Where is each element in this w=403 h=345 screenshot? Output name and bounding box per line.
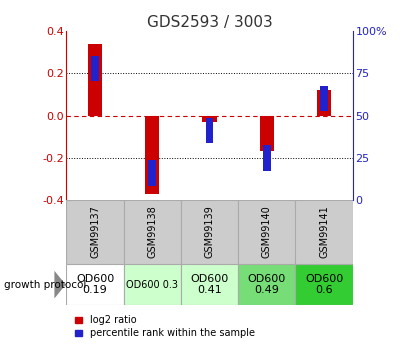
Text: OD600
0.19: OD600 0.19	[76, 274, 114, 295]
Bar	[317, 90, 331, 116]
Bar	[124, 264, 181, 305]
Text: GSM99141: GSM99141	[319, 206, 329, 258]
Bar	[124, 200, 181, 264]
Bar	[260, 116, 274, 151]
Text: OD600
0.41: OD600 0.41	[191, 274, 229, 295]
Bar	[181, 264, 238, 305]
Bar	[320, 86, 328, 111]
Bar	[148, 160, 156, 186]
Text: growth protocol: growth protocol	[4, 280, 86, 289]
Bar	[88, 44, 102, 116]
Bar	[181, 200, 238, 264]
Legend: log2 ratio, percentile rank within the sample: log2 ratio, percentile rank within the s…	[75, 315, 255, 338]
Bar	[238, 200, 295, 264]
Text: GSM99138: GSM99138	[147, 206, 157, 258]
Bar	[66, 200, 124, 264]
Text: GSM99137: GSM99137	[90, 206, 100, 258]
Text: OD600 0.3: OD600 0.3	[126, 280, 179, 289]
Bar	[263, 145, 271, 170]
Bar	[91, 56, 99, 81]
Title: GDS2593 / 3003: GDS2593 / 3003	[147, 15, 272, 30]
Bar	[66, 264, 124, 305]
Polygon shape	[54, 271, 66, 298]
Bar	[206, 118, 214, 144]
Text: OD600
0.49: OD600 0.49	[248, 274, 286, 295]
Bar	[238, 264, 295, 305]
Bar	[202, 116, 217, 122]
Text: OD600
0.6: OD600 0.6	[305, 274, 343, 295]
Bar	[295, 264, 353, 305]
Bar	[295, 200, 353, 264]
Bar	[145, 116, 160, 194]
Text: GSM99140: GSM99140	[262, 206, 272, 258]
Text: GSM99139: GSM99139	[205, 206, 214, 258]
